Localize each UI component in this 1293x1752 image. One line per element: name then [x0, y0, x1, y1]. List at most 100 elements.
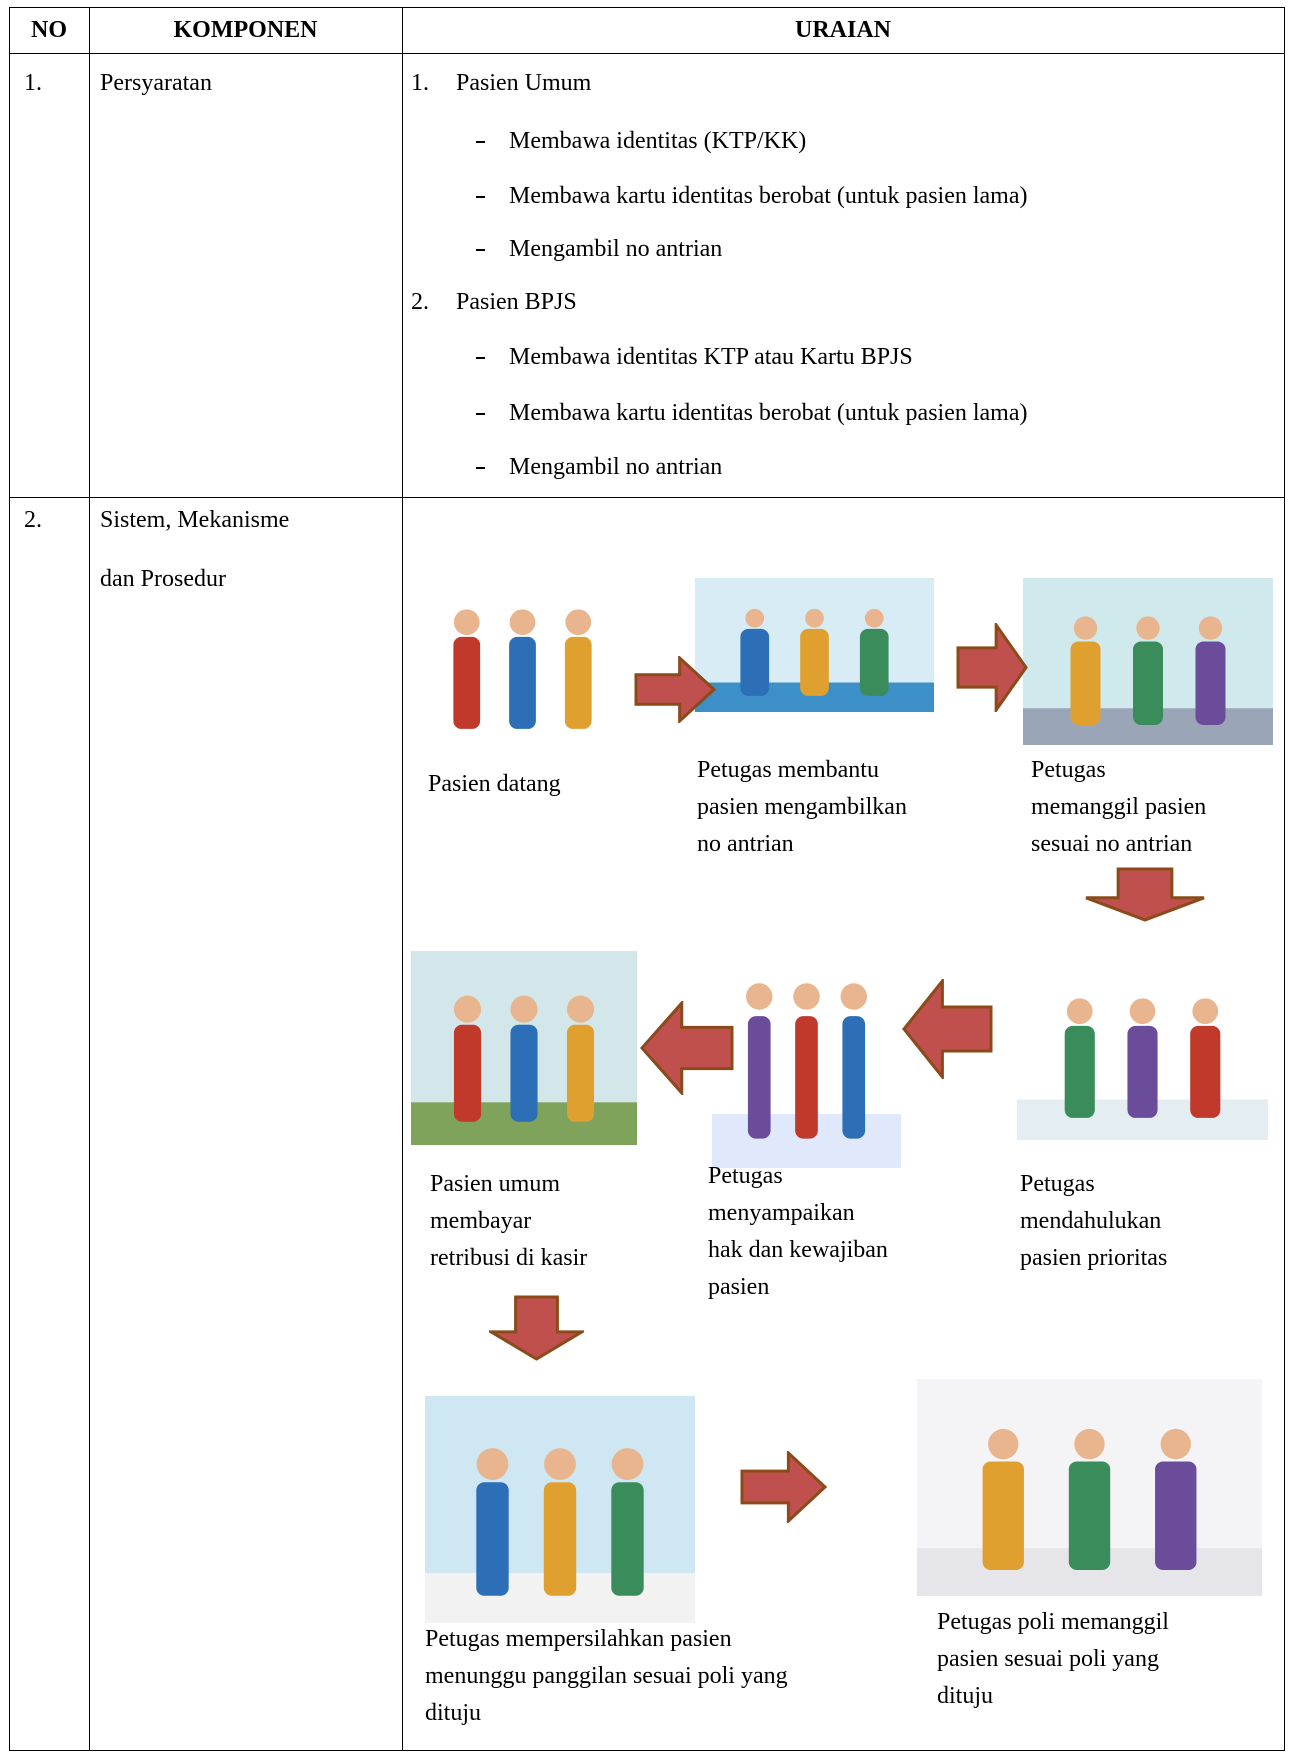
caption-line: pasien prioritas	[1020, 1245, 1168, 1271]
caption-line: Petugas	[1031, 757, 1106, 783]
person-body	[859, 628, 889, 696]
arrow	[634, 656, 717, 723]
person-head	[1160, 1428, 1191, 1460]
list-item: Membawa kartu identitas berobat (untuk p…	[509, 400, 1028, 426]
caption-line: pasien	[708, 1274, 770, 1300]
illustration	[695, 578, 934, 712]
list-number: 1.	[411, 70, 429, 96]
list-item: Membawa kartu identitas berobat (untuk p…	[509, 183, 1028, 209]
illustration	[712, 923, 901, 1168]
table-border	[402, 7, 403, 1751]
arrow-group	[902, 979, 993, 1079]
person-head	[566, 995, 595, 1023]
flow-caption: Petugas mempersilahkan pasien menunggu pa…	[425, 1621, 788, 1732]
person-head	[611, 1448, 644, 1480]
person-head	[1074, 1428, 1105, 1460]
arrow-group	[956, 623, 1028, 712]
flow-arrow	[740, 1451, 828, 1523]
header-cell: URAIAN	[795, 17, 891, 43]
person-head	[840, 983, 867, 1010]
flow-caption: Petugas mendahulukan pasien prioritas	[1020, 1166, 1167, 1277]
arrow-group	[639, 1001, 734, 1095]
row-number: 2.	[24, 507, 42, 533]
flow-caption: Pasien datang	[428, 766, 561, 803]
flow-arrow	[634, 656, 717, 723]
person-head	[1192, 998, 1219, 1025]
person-head	[805, 608, 824, 628]
header-cell: NO	[31, 17, 67, 43]
person-body	[509, 636, 536, 729]
person-body	[1068, 1461, 1111, 1570]
table-border	[9, 53, 1285, 54]
illustration	[425, 1396, 695, 1623]
caption-line: Pasien datang	[428, 771, 561, 797]
caption-line: menunggu panggilan sesuai poli yang	[425, 1663, 788, 1689]
person-body	[1070, 641, 1101, 725]
person-body	[740, 628, 770, 696]
dash	[476, 413, 485, 415]
table-border	[1284, 7, 1285, 1751]
person-body	[747, 1016, 771, 1139]
arrow	[902, 979, 993, 1079]
caption-line: Petugas	[1020, 1171, 1095, 1197]
person-head	[988, 1428, 1019, 1460]
flow-arrow	[956, 623, 1028, 712]
arrow-group	[489, 1295, 584, 1361]
arrow-group	[740, 1451, 828, 1523]
illustration	[917, 1379, 1262, 1596]
dash	[476, 196, 485, 198]
person-body	[453, 1024, 482, 1122]
person-head	[1073, 616, 1098, 640]
flow-caption: Pasien umum membayar retribusi di kasir	[430, 1166, 587, 1277]
person-head	[510, 995, 538, 1023]
flow-caption: Petugas poli memanggil pasien sesuai poli…	[937, 1604, 1169, 1715]
flow-arrow	[1085, 867, 1205, 922]
person-head	[476, 1448, 509, 1480]
person-body	[476, 1482, 509, 1596]
illustration	[411, 951, 637, 1145]
illustration	[1017, 956, 1268, 1140]
person-body	[1133, 641, 1163, 725]
caption-line: pasien mengambilkan	[697, 794, 907, 820]
list-number: 2.	[411, 289, 429, 315]
caption-line: pasien sesuai poli yang	[937, 1646, 1159, 1672]
table-border	[9, 7, 1285, 8]
arrow	[740, 1451, 828, 1523]
row-number: 1.	[24, 70, 42, 96]
person-body	[1155, 1461, 1197, 1570]
caption-line: sesuai no antrian	[1031, 831, 1193, 857]
caption-line: Petugas mempersilahkan pasien	[425, 1626, 732, 1652]
illustration	[1023, 578, 1273, 745]
illustration	[411, 567, 634, 751]
person-body	[1064, 1025, 1095, 1118]
table-border	[9, 497, 1285, 498]
person-body	[566, 1024, 595, 1122]
arrow-group	[1085, 867, 1205, 922]
person-head	[509, 609, 536, 636]
list-item: Membawa identitas KTP atau Kartu BPJS	[509, 344, 913, 370]
person-head	[745, 608, 765, 628]
person-head	[1136, 616, 1160, 640]
caption-line: membayar	[430, 1208, 532, 1234]
dash	[476, 249, 485, 251]
arrow	[639, 1001, 734, 1095]
person-head	[1066, 998, 1093, 1025]
table-border	[9, 1750, 1285, 1751]
person-body	[842, 1016, 866, 1139]
caption-line: dituju	[937, 1683, 994, 1709]
caption-line: mendahulukan	[1020, 1208, 1162, 1234]
person-head	[453, 995, 482, 1023]
flow-caption: Petugas membantu pasien mengambilkan no an…	[697, 752, 907, 863]
dash	[476, 467, 485, 469]
person-body	[795, 1016, 818, 1139]
list-item: Mengambil no antrian	[509, 236, 723, 262]
person-head	[793, 983, 820, 1010]
flow-arrow	[639, 1001, 734, 1095]
person-head	[453, 609, 480, 636]
person-body	[982, 1461, 1024, 1570]
flow-arrow	[489, 1295, 584, 1361]
dash	[476, 141, 485, 143]
caption-line: Petugas	[708, 1163, 783, 1189]
caption-line: retribusi di kasir	[430, 1245, 588, 1271]
